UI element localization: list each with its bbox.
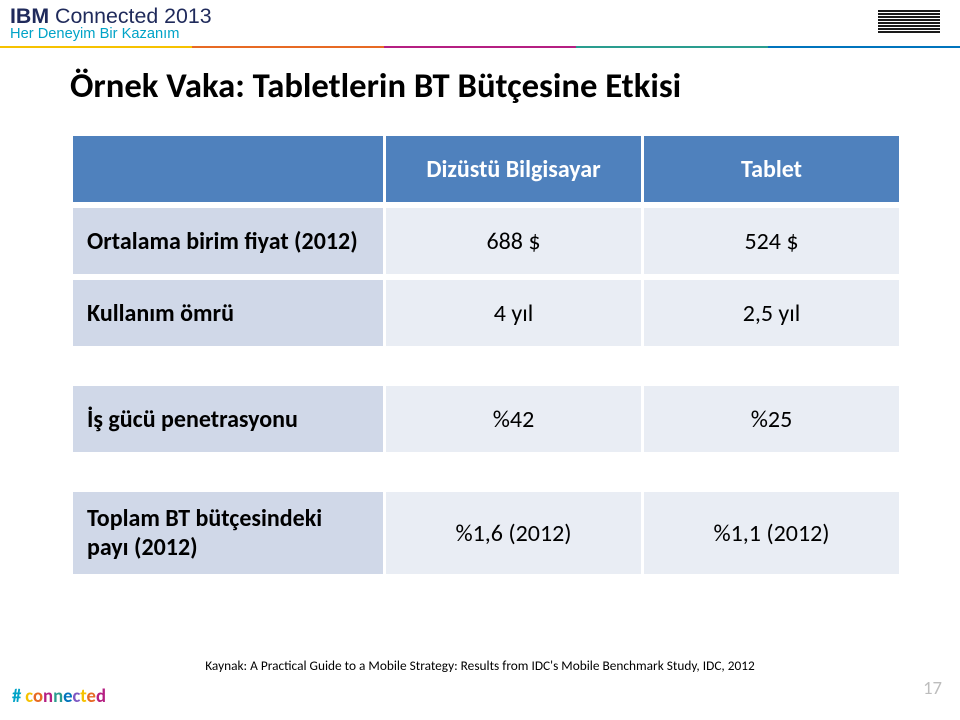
row-val-c2: %25	[644, 386, 899, 452]
table-header-row: Dizüstü Bilgisayar Tablet	[73, 136, 899, 202]
table-gap	[73, 458, 899, 486]
slide-header: IBM Connected 2013 Her Deneyim Bir Kazan…	[0, 0, 960, 50]
row-val-c1: 4 yıl	[386, 280, 641, 346]
slide-title: Örnek Vaka: Tabletlerin BT Bütçesine Etk…	[70, 65, 681, 107]
ibm-logo-icon	[878, 10, 940, 34]
row-val-c2: 2,5 yıl	[644, 280, 899, 346]
hashtag-text: connected	[25, 685, 106, 708]
table-header-blank	[73, 136, 383, 202]
row-label: Ortalama birim fiyat (2012)	[73, 208, 383, 274]
table-row: Ortalama birim fiyat (2012) 688 $ 524 $	[73, 208, 899, 274]
row-val-c1: %1,6 (2012)	[386, 492, 641, 574]
hash-symbol-icon: #	[12, 685, 21, 708]
row-label: Kullanım ömrü	[73, 280, 383, 346]
table-row: İş gücü penetrasyonu %42 %25	[73, 386, 899, 452]
row-val-c1: 688 $	[386, 208, 641, 274]
row-label: İş gücü penetrasyonu	[73, 386, 383, 452]
row-label: Toplam BT bütçesindeki payı (2012)	[73, 492, 383, 574]
header-rule	[0, 46, 960, 48]
row-val-c1: %42	[386, 386, 641, 452]
table-header-col2: Tablet	[644, 136, 899, 202]
table-row: Kullanım ömrü 4 yıl 2,5 yıl	[73, 280, 899, 346]
source-citation: Kaynak: A Practical Guide to a Mobile St…	[0, 657, 960, 674]
hashtag-footer: # connected	[12, 685, 106, 708]
brand-mid: Connected	[55, 4, 158, 28]
brand-year: 2013	[164, 4, 211, 28]
brand-subtitle: Her Deneyim Bir Kazanım	[10, 26, 179, 42]
table-gap	[73, 352, 899, 380]
row-val-c2: 524 $	[644, 208, 899, 274]
brand-bold: IBM	[10, 4, 49, 28]
data-table: Dizüstü Bilgisayar Tablet Ortalama birim…	[70, 130, 890, 580]
page-number: 17	[923, 677, 942, 700]
table-row: Toplam BT bütçesindeki payı (2012) %1,6 …	[73, 492, 899, 574]
row-val-c2: %1,1 (2012)	[644, 492, 899, 574]
table-header-col1: Dizüstü Bilgisayar	[386, 136, 641, 202]
